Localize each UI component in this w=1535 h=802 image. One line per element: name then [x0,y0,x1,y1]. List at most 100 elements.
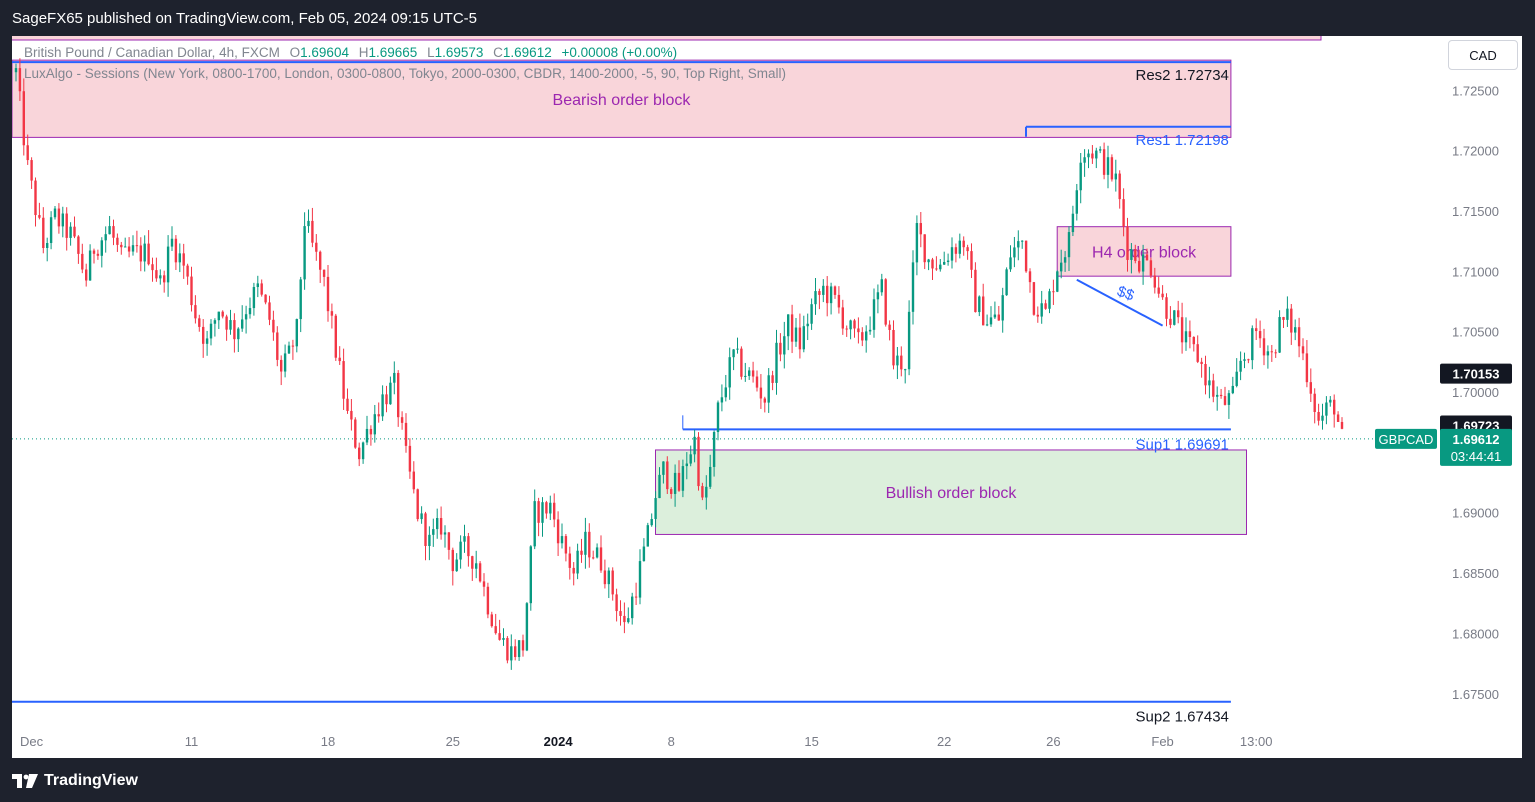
candle-body [892,329,895,366]
candle-body [459,541,462,560]
candle-body [155,270,158,279]
candle-body [1317,411,1320,421]
candle-body [96,253,100,256]
candle-body [1313,393,1316,412]
candle-body [342,361,345,399]
candle-body [837,294,841,308]
candle-body [826,285,829,304]
candle-body [498,633,501,640]
chart-panel[interactable]: Bearish order block H4 order block Bullish… [12,36,1522,758]
candle-body [611,570,614,595]
candle-body [467,536,470,557]
y-tick-label: 1.68500 [1452,566,1499,581]
candle-body [283,353,287,372]
candle-body [845,328,848,330]
currency-button[interactable]: CAD [1448,40,1518,70]
candle-body [358,447,361,460]
candle-body [701,486,704,498]
candle-body [1305,353,1309,383]
tradingview-logo[interactable]: TradingView [12,772,138,790]
candle-body [272,319,275,333]
candle-body [190,276,193,306]
candle-body [646,525,649,547]
candle-body [1024,240,1028,272]
candle-body [307,220,310,227]
candle-body [1165,297,1168,319]
candle-body [810,304,813,324]
candle-body [209,323,213,339]
high-value: 1.69665 [368,45,418,60]
candle-body [264,294,267,303]
candle-body [81,253,84,270]
candle-body [217,311,220,321]
last-price-box [1440,428,1512,466]
candle-body [705,486,708,498]
candle-body [408,445,412,472]
candle-body [385,394,388,405]
candle-body [1126,226,1129,260]
candle-body [822,285,825,295]
candle-body [915,223,919,263]
candle-body [330,311,334,316]
candle-body [588,531,591,558]
candle-body [806,323,809,327]
candle-body [194,305,197,319]
y-tick-label: 1.72500 [1452,83,1499,98]
countdown-text: 03:44:41 [1451,449,1502,464]
candle-body [584,531,587,555]
candlestick-chart[interactable]: Bearish order block H4 order block Bullish… [12,36,1522,758]
order-block-label: H4 order block [1092,244,1197,261]
candle-body [927,259,930,263]
candle-body [529,546,532,604]
candle-body [985,324,989,326]
candle-body [790,314,794,342]
candle-body [1138,260,1141,272]
candle-body [970,251,973,270]
candle-body [1290,308,1293,333]
candle-body [623,615,626,623]
candle-body [1231,385,1234,394]
candle-body [868,329,872,332]
candle-body [88,250,92,281]
candle-body [993,314,997,318]
level-label: Res1 1.72198 [1135,132,1228,149]
candle-body [1329,399,1332,403]
candle-body [1243,359,1246,361]
candle-body [1177,310,1180,318]
candle-body [416,489,419,520]
candle-body [619,611,622,616]
open-label: O [289,45,301,60]
candle-body [521,640,525,651]
indicator-legend[interactable]: LuxAlgo - Sessions (New York, 0800-1700,… [24,66,786,81]
y-tick-label: 1.67500 [1452,687,1499,702]
candle-body [736,348,739,350]
candle-body [814,291,817,305]
candle-body [818,291,821,295]
candle-body [34,180,37,216]
candle-body [315,242,318,252]
candle-body [677,472,681,491]
candle-body [478,563,482,582]
candle-body [553,502,556,520]
candle-body [525,603,529,651]
candle-body [1056,271,1059,292]
candle-body [1083,157,1086,163]
candle-body [689,454,692,464]
candle-body [1336,414,1340,422]
candle-body [350,410,353,420]
candle-body [1188,331,1192,337]
candle-body [1301,346,1305,354]
candle-body [291,345,295,347]
candle-body [1141,254,1145,272]
last-price-text: 1.69612 [1453,432,1500,447]
candle-body [186,265,189,277]
candle-body [69,226,72,238]
candle-body [170,238,174,247]
candle-body [759,387,763,399]
candle-body [400,417,404,423]
candle-body [346,398,349,411]
candle-body [233,320,236,340]
candle-body [946,260,950,262]
candle-body [1180,317,1184,343]
candle-body [147,243,150,265]
